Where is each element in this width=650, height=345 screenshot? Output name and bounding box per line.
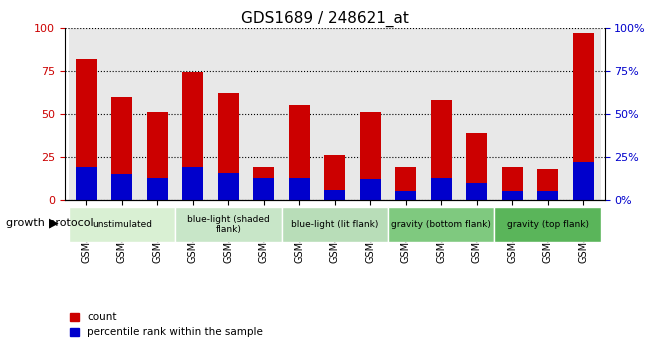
Bar	[182, 167, 203, 200]
Bar	[246, 28, 281, 200]
Text: blue-light (shaded
flank): blue-light (shaded flank)	[187, 215, 270, 234]
Bar	[466, 133, 488, 200]
Bar	[395, 191, 417, 200]
Bar	[289, 178, 310, 200]
Text: blue-light (lit flank): blue-light (lit flank)	[291, 220, 378, 229]
Bar	[68, 28, 104, 200]
Bar	[430, 178, 452, 200]
Text: gravity (bottom flank): gravity (bottom flank)	[391, 220, 491, 229]
Bar	[324, 155, 345, 200]
Bar	[140, 28, 175, 200]
Bar	[359, 179, 381, 200]
Bar	[495, 28, 530, 200]
Bar	[111, 174, 133, 200]
Bar	[218, 93, 239, 200]
Bar	[430, 100, 452, 200]
Bar	[147, 178, 168, 200]
Bar	[289, 105, 310, 200]
FancyBboxPatch shape	[281, 207, 388, 242]
Bar	[530, 28, 566, 200]
Bar	[424, 28, 459, 200]
Bar	[537, 191, 558, 200]
Bar	[218, 172, 239, 200]
Text: gravity (top flank): gravity (top flank)	[507, 220, 589, 229]
Bar	[281, 28, 317, 200]
Bar	[147, 112, 168, 200]
Bar	[253, 167, 274, 200]
Bar	[253, 178, 274, 200]
Text: unstimulated: unstimulated	[92, 220, 152, 229]
Bar	[175, 28, 211, 200]
Bar	[359, 112, 381, 200]
Text: growth protocol: growth protocol	[6, 218, 94, 227]
Text: GDS1689 / 248621_at: GDS1689 / 248621_at	[241, 10, 409, 27]
Bar	[388, 28, 424, 200]
Legend: count, percentile rank within the sample: count, percentile rank within the sample	[70, 312, 263, 337]
FancyBboxPatch shape	[495, 207, 601, 242]
FancyBboxPatch shape	[175, 207, 281, 242]
Bar	[352, 28, 388, 200]
Bar	[211, 28, 246, 200]
Bar	[324, 190, 345, 200]
Bar	[104, 28, 140, 200]
Bar	[466, 183, 488, 200]
Bar	[111, 97, 133, 200]
Bar	[566, 28, 601, 200]
Bar	[317, 28, 352, 200]
Bar	[75, 167, 97, 200]
FancyBboxPatch shape	[388, 207, 495, 242]
Bar	[502, 191, 523, 200]
Bar	[459, 28, 495, 200]
Bar	[395, 167, 417, 200]
Text: ▶: ▶	[49, 216, 58, 229]
Bar	[182, 72, 203, 200]
Bar	[573, 33, 594, 200]
Bar	[537, 169, 558, 200]
Bar	[502, 167, 523, 200]
Bar	[75, 59, 97, 200]
FancyBboxPatch shape	[68, 207, 175, 242]
Bar	[573, 162, 594, 200]
